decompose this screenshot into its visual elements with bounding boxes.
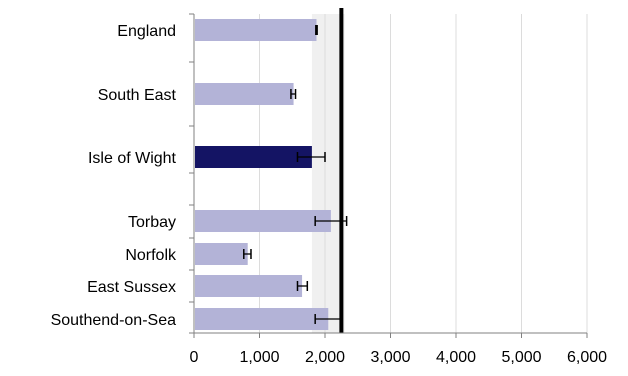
error-bar-east-sussex [296, 281, 309, 291]
bar-southend-on-sea [195, 308, 329, 330]
bar-south-east [195, 83, 294, 105]
x-tick-label: 1,000 [239, 349, 279, 366]
category-label: Isle of Wight [88, 150, 177, 167]
bar-east-sussex [195, 275, 303, 297]
category-label: South East [98, 87, 177, 104]
x-tick-label: 6,000 [567, 349, 607, 366]
category-label: England [117, 23, 176, 40]
x-tick-label: 5,000 [501, 349, 541, 366]
error-bar-norfolk [243, 249, 252, 259]
bar-norfolk [195, 243, 248, 265]
category-label: Torbay [128, 214, 176, 231]
x-tick-label: 3,000 [370, 349, 410, 366]
error-bar-south-east [290, 89, 297, 99]
category-label: East Sussex [87, 279, 176, 296]
error-bar-isle-of-wight [296, 152, 326, 162]
error-bar-england [315, 25, 318, 35]
x-tick-label: 0 [190, 349, 199, 366]
x-tick-label: 2,000 [305, 349, 345, 366]
x-tick-label: 4,000 [436, 349, 476, 366]
category-label: Norfolk [125, 247, 177, 264]
confidence-band [311, 14, 345, 333]
bar-isle-of-wight [195, 146, 312, 168]
bar-torbay [195, 210, 331, 232]
bar-england [195, 19, 317, 41]
category-label: Southend-on-Sea [51, 312, 177, 329]
